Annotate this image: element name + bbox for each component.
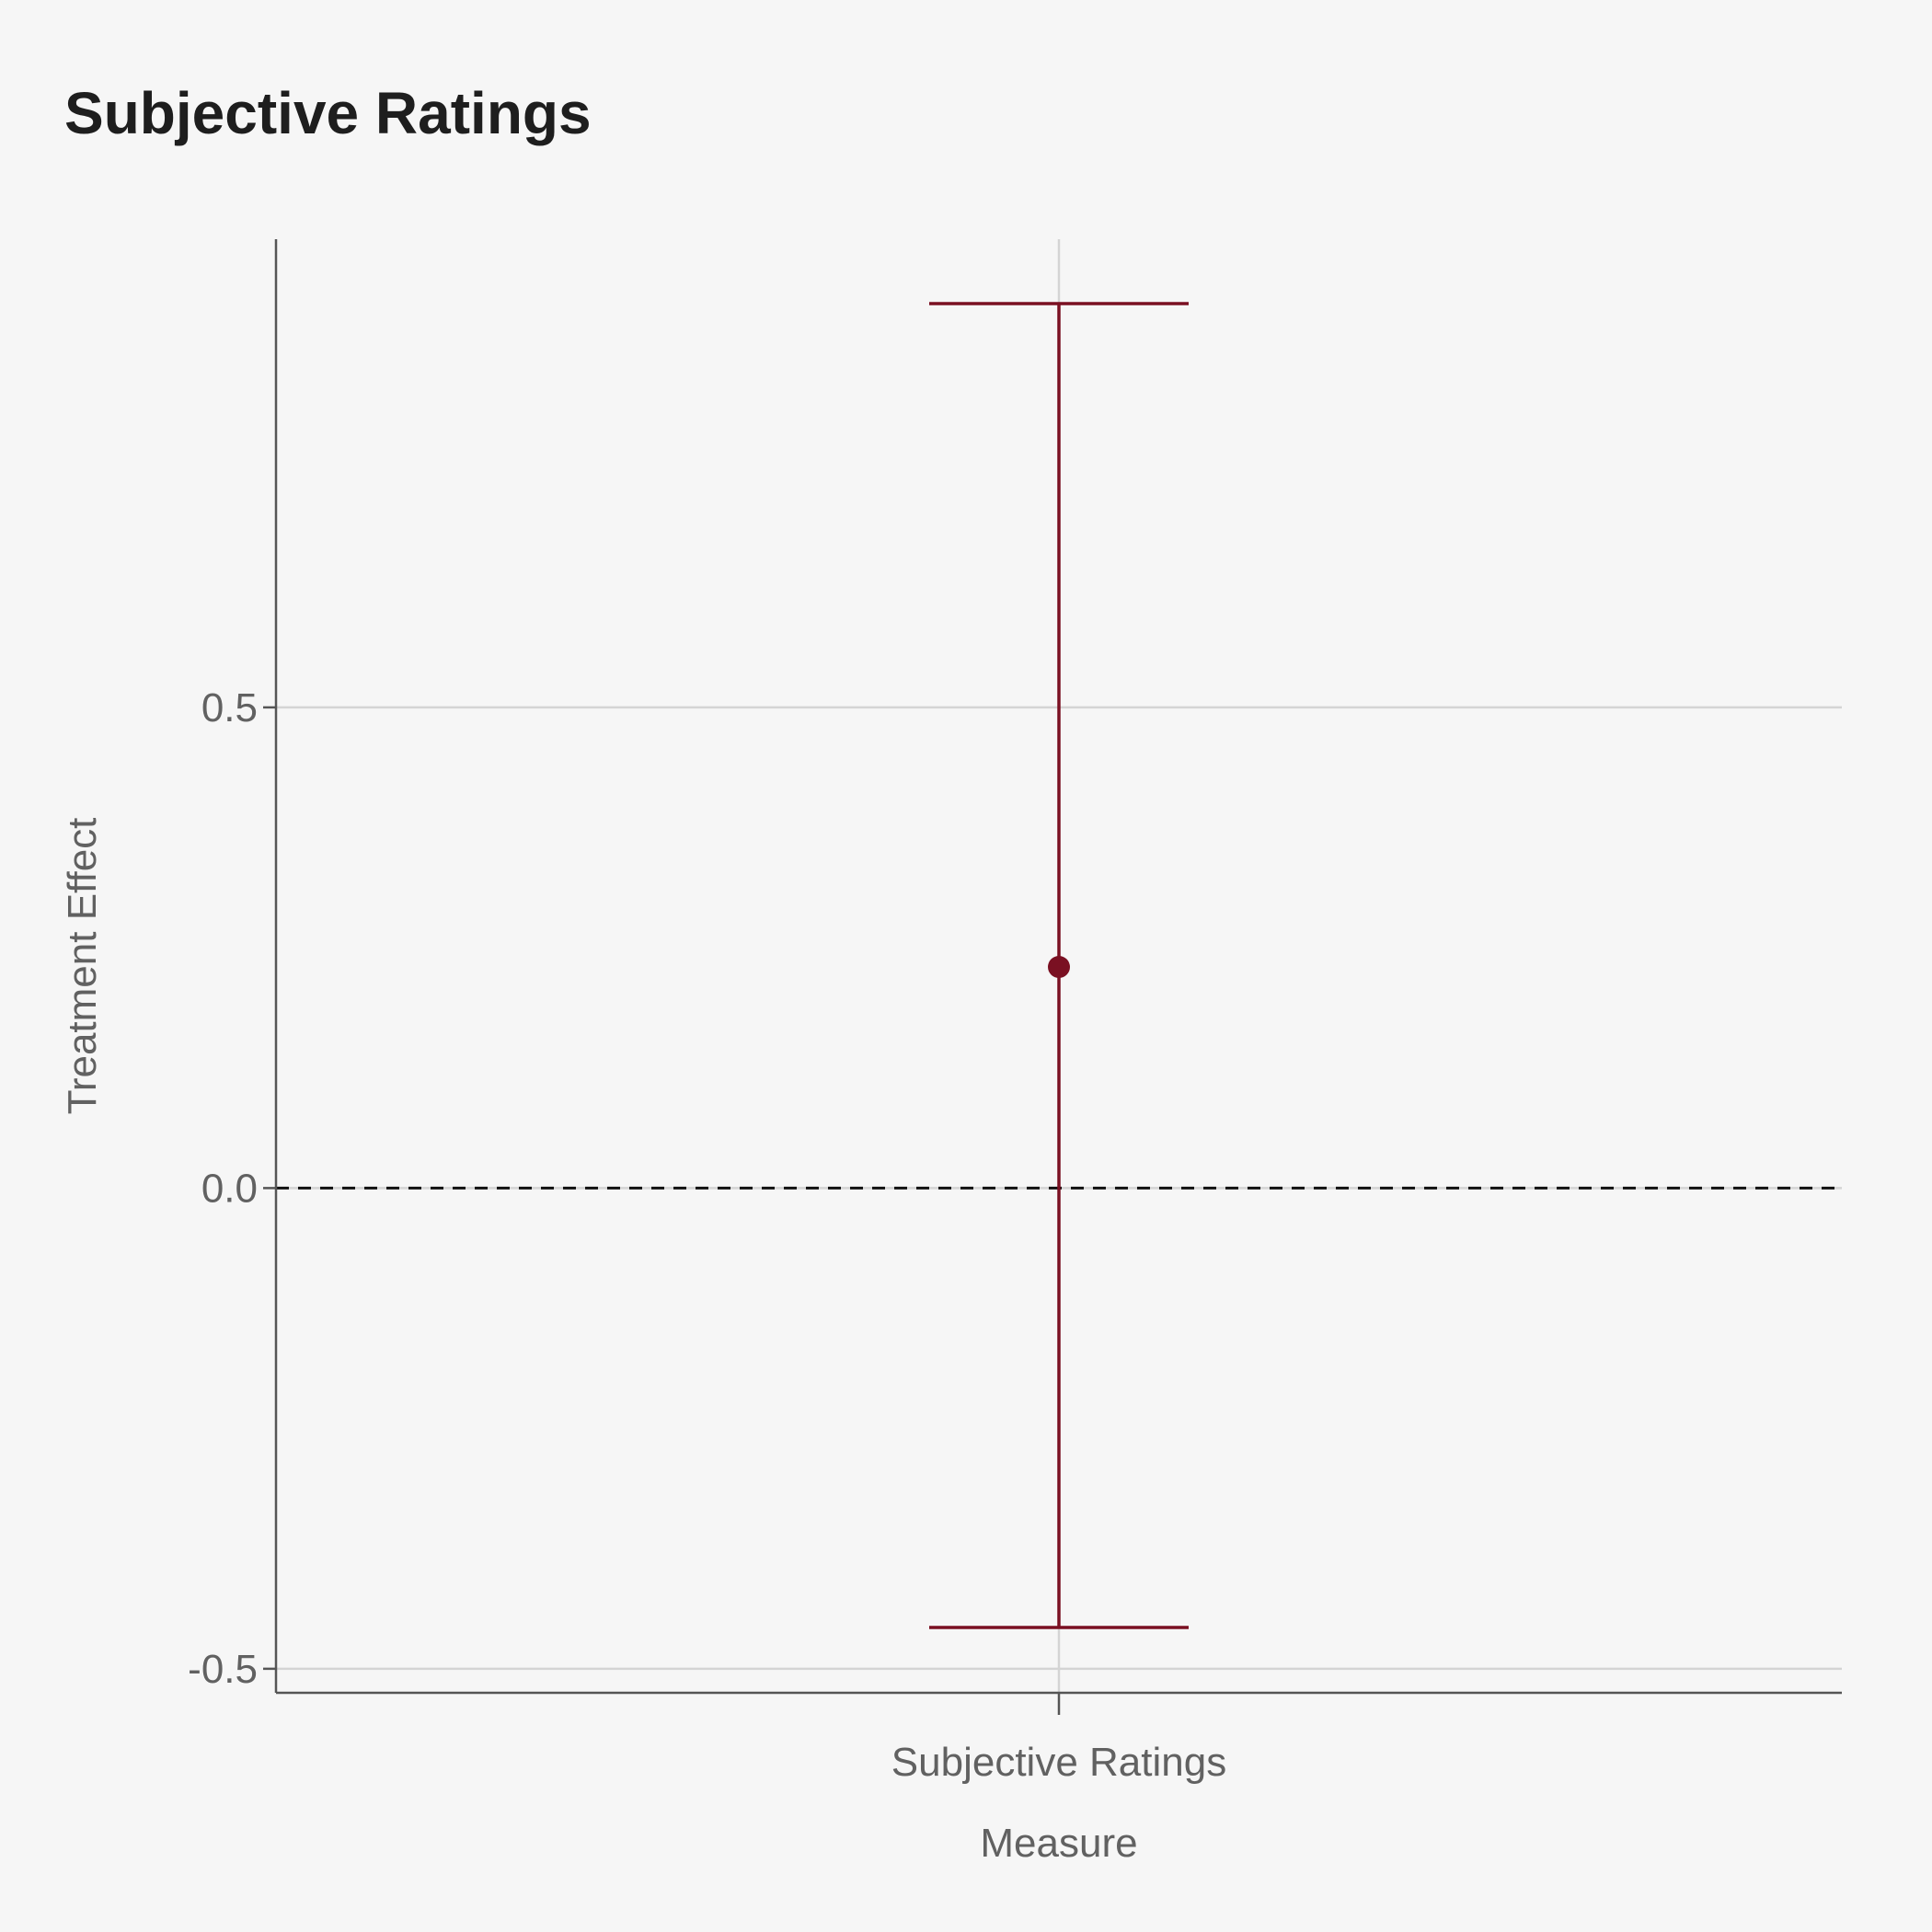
x-ticks: Subjective Ratings (891, 1693, 1226, 1785)
x-tick-label: Subjective Ratings (891, 1740, 1226, 1785)
y-tick-label: -0.5 (188, 1647, 258, 1692)
x-axis-title: Measure (980, 1821, 1137, 1866)
y-tick-label: 0.5 (201, 685, 258, 730)
y-axis-title: Treatment Effect (60, 818, 105, 1115)
point-estimate (1048, 956, 1070, 979)
chart-title: Subjective Ratings (64, 80, 592, 146)
y-ticks: -0.5 0.0 0.5 (188, 685, 276, 1692)
y-tick-label: 0.0 (201, 1166, 258, 1211)
marks (929, 302, 1189, 1629)
